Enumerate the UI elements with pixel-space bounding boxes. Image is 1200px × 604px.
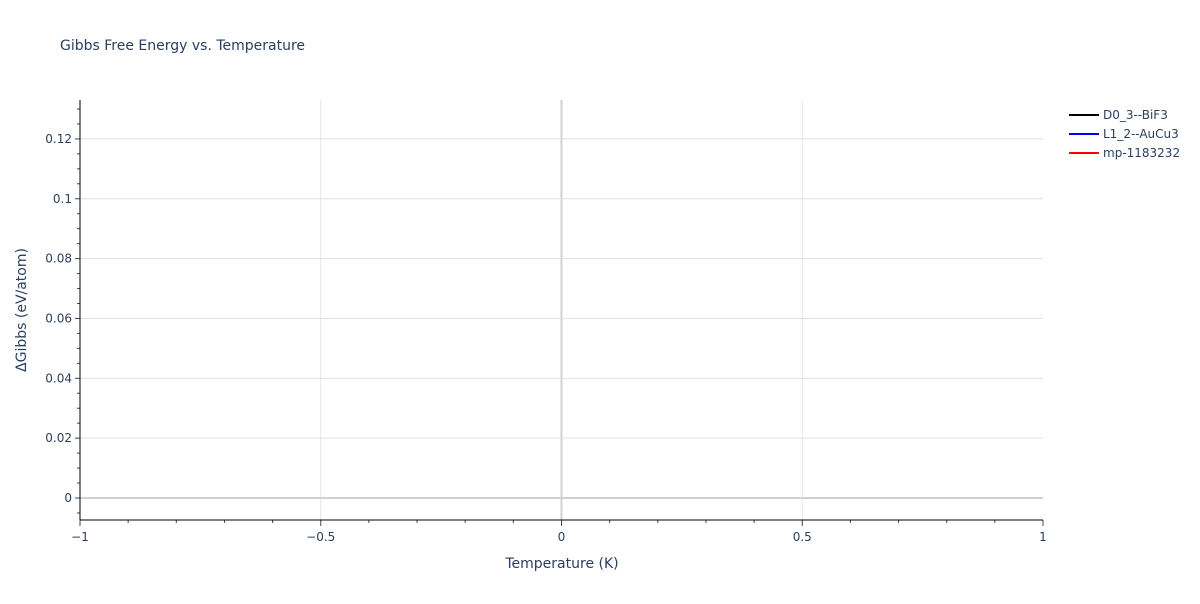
y-tick-label: 0.04 [45, 371, 72, 385]
y-tick-label: 0.06 [45, 311, 72, 325]
grid [80, 100, 1043, 520]
y-axis-title: ΔGibbs (eV/atom) [14, 248, 30, 372]
y-tick-label: 0.1 [53, 192, 72, 206]
chart-title: Gibbs Free Energy vs. Temperature [60, 38, 305, 54]
legend-label: D0_3--BiF3 [1103, 108, 1168, 122]
legend: D0_3--BiF3 L1_2--AuCu3 mp-1183232 [1069, 108, 1180, 160]
x-tick-label: 0 [558, 530, 566, 544]
legend-label: mp-1183232 [1103, 146, 1180, 160]
y-tick-label: 0.08 [45, 252, 72, 266]
x-axis-title: Temperature (K) [504, 556, 618, 572]
legend-label: L1_2--AuCu3 [1103, 127, 1179, 141]
y-tick-label: 0.12 [45, 132, 72, 146]
x-tick-label: 1 [1039, 530, 1047, 544]
x-tick-label: −0.5 [306, 530, 335, 544]
y-tick-label: 0 [64, 491, 72, 505]
y-tick-label: 0.02 [45, 431, 72, 445]
x-tick-label: −1 [71, 530, 89, 544]
x-tick-label: 0.5 [793, 530, 812, 544]
axes: −1 −0.5 0 0.5 1 0 0.02 0.04 0.06 0.08 0.1 0.12 [45, 100, 1047, 544]
